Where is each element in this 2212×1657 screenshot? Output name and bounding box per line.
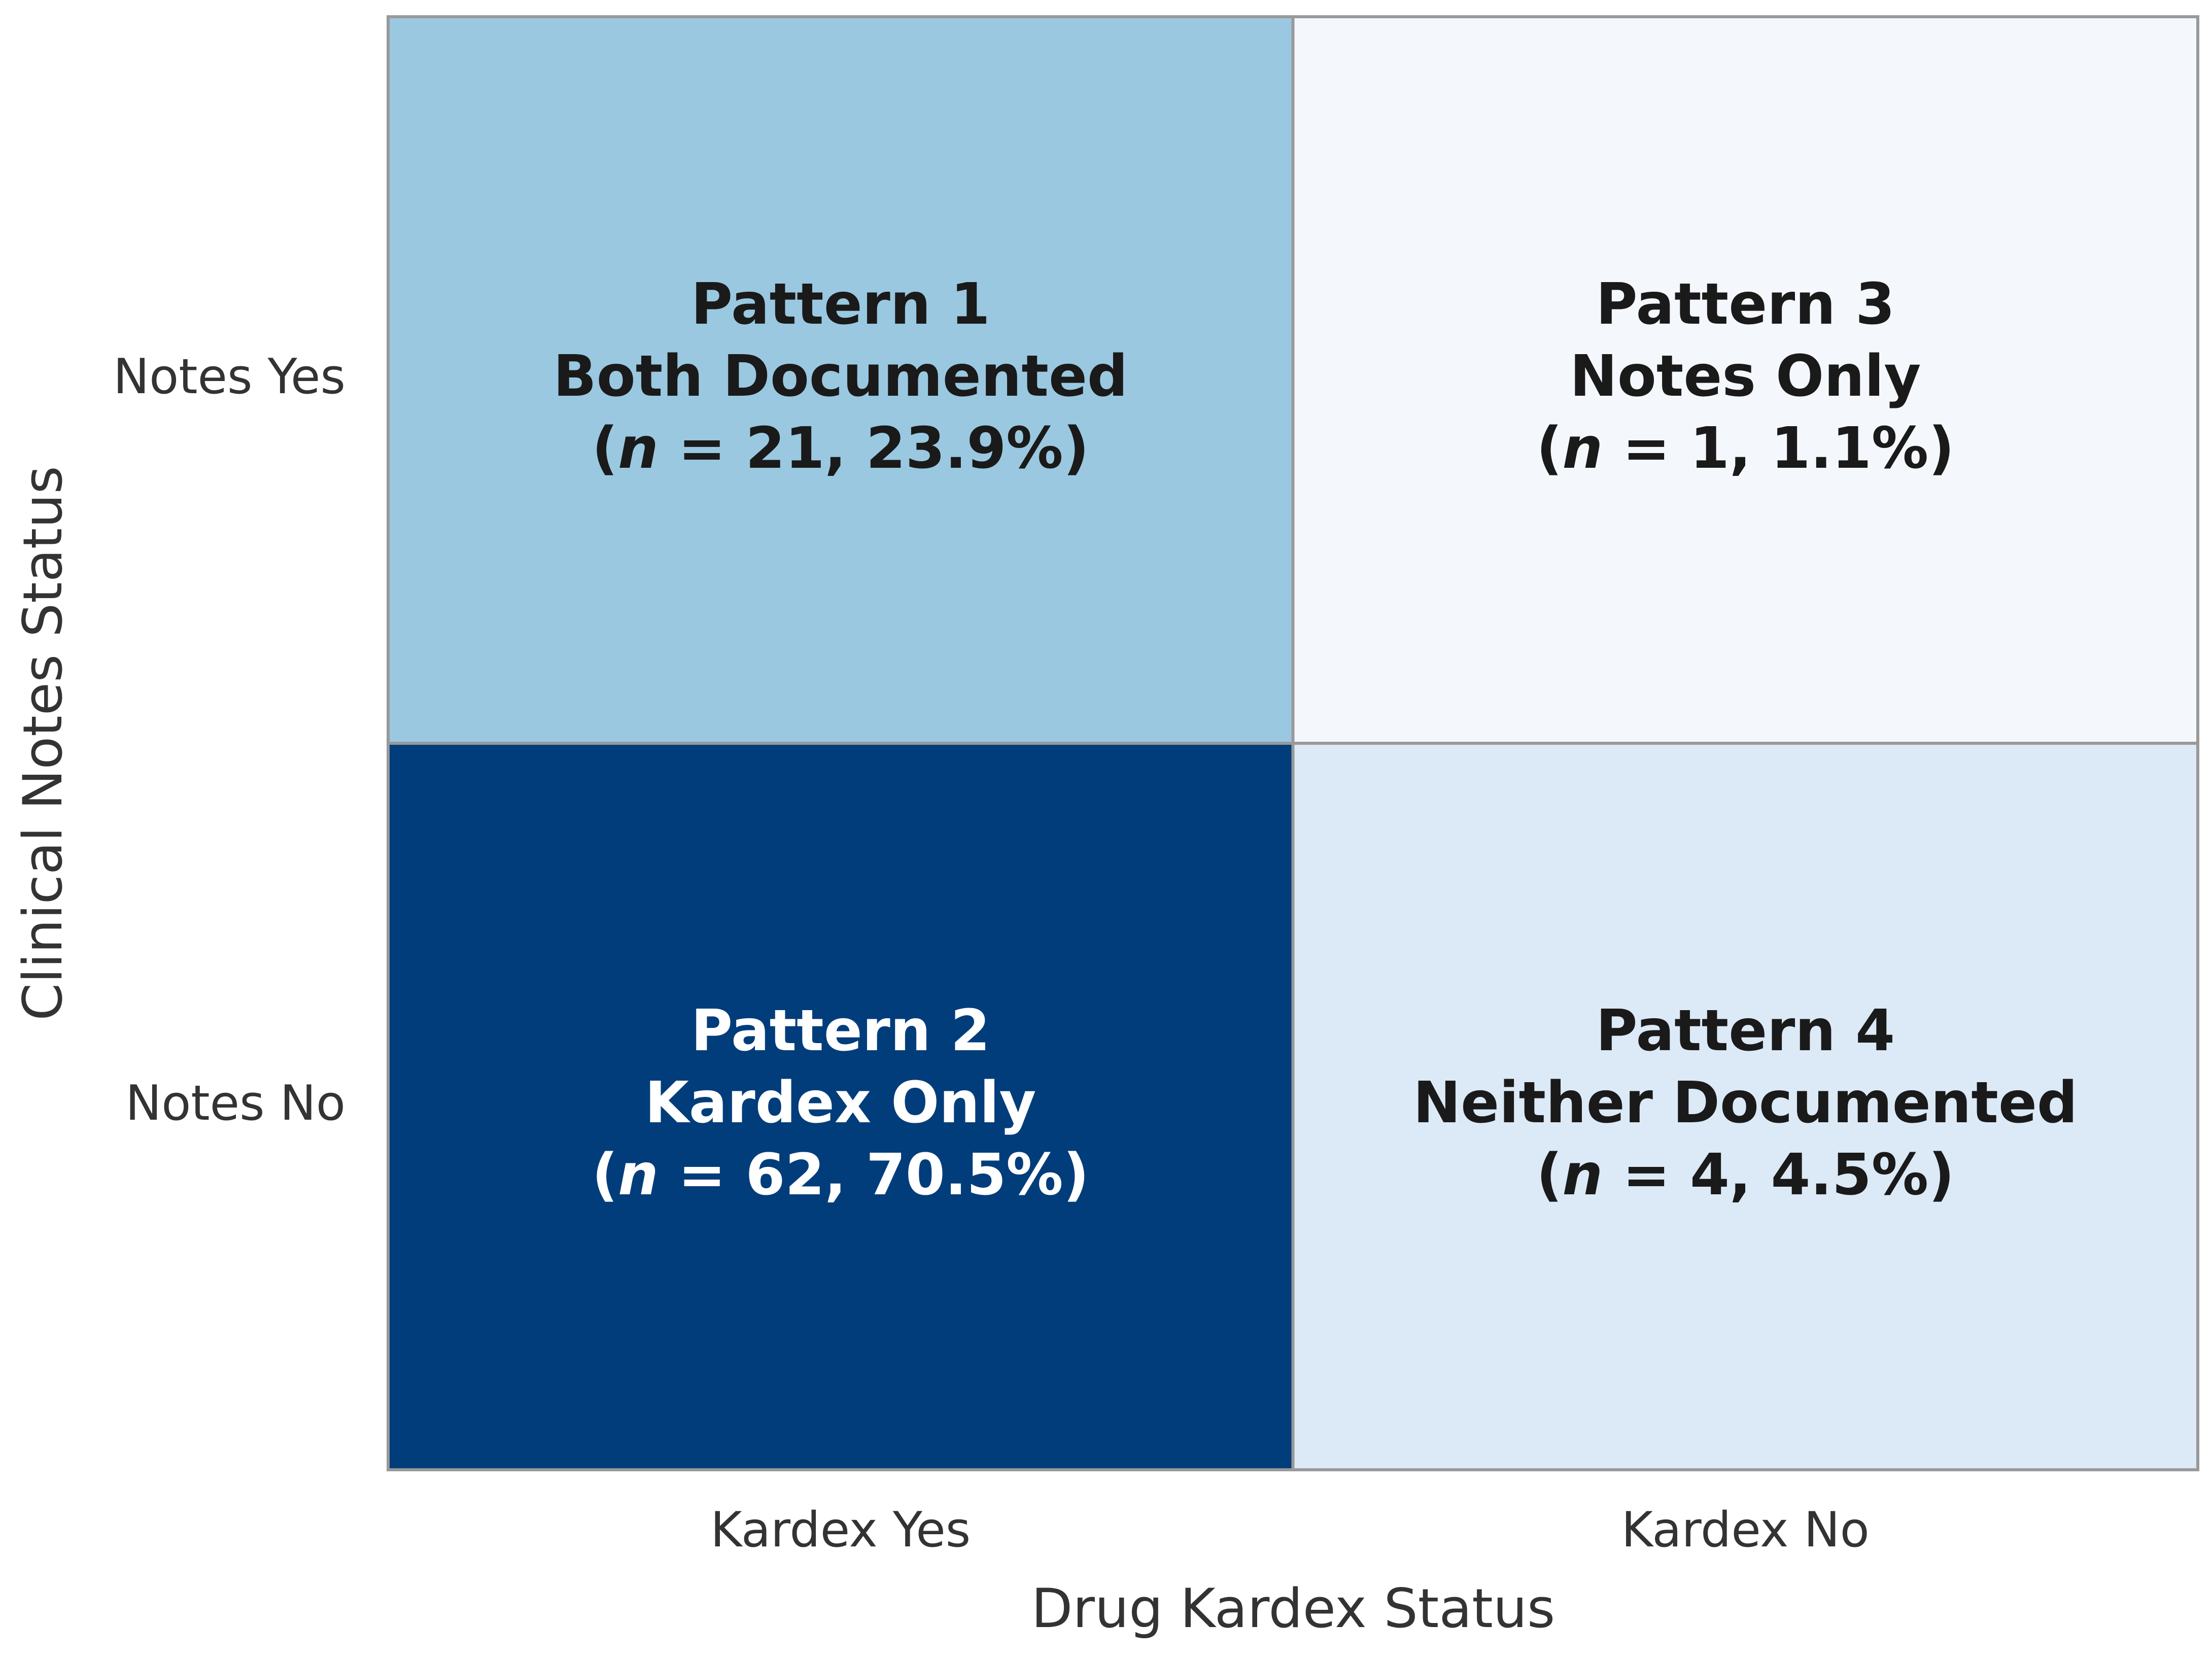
heatmap-cell xyxy=(387,742,1295,1471)
cell-title: Pattern 3 xyxy=(1596,271,1895,337)
cell-title: Pattern 4 xyxy=(1596,998,1895,1064)
cell-value-label: (n = 62, 70.5%) xyxy=(592,1142,1089,1208)
cell-value-label: (n = 4, 4.5%) xyxy=(1536,1142,1954,1208)
y-tick-label: Notes Yes xyxy=(113,349,345,405)
cell-subtitle: Both Documented xyxy=(553,343,1128,409)
x-tick-label: Kardex No xyxy=(1621,1502,1870,1558)
cell-value-label: (n = 1, 1.1%) xyxy=(1536,416,1954,481)
heatmap-cell xyxy=(1291,15,2199,745)
x-tick-label: Kardex Yes xyxy=(710,1502,971,1558)
cell-value-label: (n = 21, 23.9%) xyxy=(592,416,1089,481)
y-tick-label: Notes No xyxy=(125,1076,345,1131)
heatmap-cell xyxy=(387,15,1295,745)
cell-subtitle: Neither Documented xyxy=(1413,1070,2078,1136)
y-axis-label: Clinical Notes Status xyxy=(12,466,74,1021)
x-axis-label: Drug Kardex Status xyxy=(1031,1577,1556,1640)
heatmap-cell xyxy=(1291,742,2199,1471)
cell-title: Pattern 1 xyxy=(691,271,990,337)
cell-subtitle: Kardex Only xyxy=(645,1070,1036,1136)
cell-title: Pattern 2 xyxy=(691,998,990,1064)
cell-subtitle: Notes Only xyxy=(1570,343,1921,409)
